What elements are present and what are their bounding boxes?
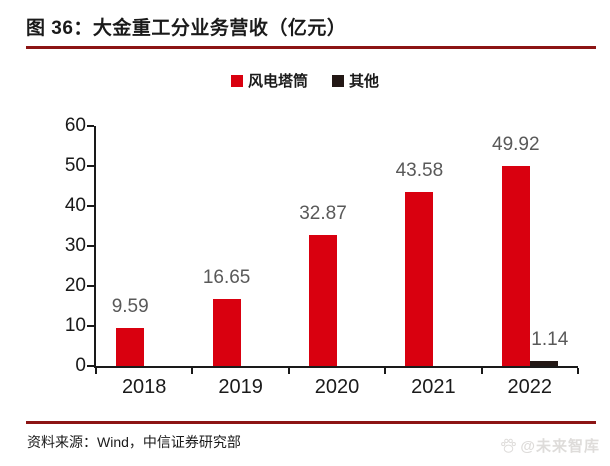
y-tick: [87, 325, 94, 327]
x-tick-label: 2020: [314, 376, 360, 398]
x-tick-label: 2022: [507, 376, 553, 398]
legend-item-wind-tower: 风电塔筒: [230, 70, 308, 91]
x-tick: [577, 368, 579, 374]
bar-wind-tower: [405, 191, 434, 366]
y-tick: [87, 285, 94, 287]
y-tick: [87, 365, 94, 367]
x-tick: [384, 368, 387, 374]
bar-wind-tower: [309, 234, 337, 366]
value-label: 1.14: [531, 329, 569, 351]
y-tick-label: 10: [64, 315, 86, 336]
y-tick: [87, 125, 94, 127]
paw-icon: [501, 438, 517, 453]
x-tick: [191, 368, 194, 374]
x-tick: [95, 368, 97, 374]
bar-other: [529, 361, 558, 366]
figure-title: 图 36：大金重工分业务营收（亿元）: [26, 13, 596, 49]
x-tick-label: 2018: [121, 376, 167, 398]
legend-item-other: 其他: [332, 70, 379, 91]
legend-swatch-dark: [332, 74, 344, 87]
x-tick-label: 2019: [218, 376, 263, 398]
value-label: 9.59: [111, 295, 149, 317]
watermark: @未来智库: [500, 435, 600, 456]
legend-label-other: 其他: [349, 73, 380, 90]
x-tick: [287, 368, 290, 374]
bottom-rule: [26, 421, 596, 424]
y-tick-label: 40: [64, 195, 86, 216]
watermark-text: @未来智库: [520, 438, 600, 455]
y-tick-label: 50: [64, 155, 86, 176]
value-label: 49.92: [492, 134, 540, 156]
y-tick-label: 20: [64, 275, 86, 296]
x-tick-label: 2021: [411, 376, 456, 398]
x-tick: [480, 368, 483, 374]
value-label: 43.58: [395, 159, 444, 181]
x-axis: [94, 366, 578, 368]
value-label: 16.65: [202, 267, 251, 289]
legend-swatch-red: [230, 74, 243, 87]
y-tick-label: 0: [75, 355, 86, 376]
value-label: 32.87: [299, 202, 347, 224]
chart-legend: 风电塔筒 其他: [0, 70, 610, 91]
y-tick: [87, 165, 94, 167]
legend-label-wind-tower: 风电塔筒: [247, 73, 308, 90]
source-note: 资料来源：Wind，中信证券研究部: [27, 434, 241, 450]
y-tick: [87, 245, 94, 247]
bar-wind-tower: [212, 299, 241, 366]
y-tick-label: 60: [64, 115, 86, 136]
y-tick-label: 30: [64, 235, 86, 256]
bar-wind-tower: [116, 327, 145, 366]
y-axis: [94, 126, 96, 366]
y-tick: [87, 205, 94, 207]
bar-wind-tower: [501, 166, 530, 366]
